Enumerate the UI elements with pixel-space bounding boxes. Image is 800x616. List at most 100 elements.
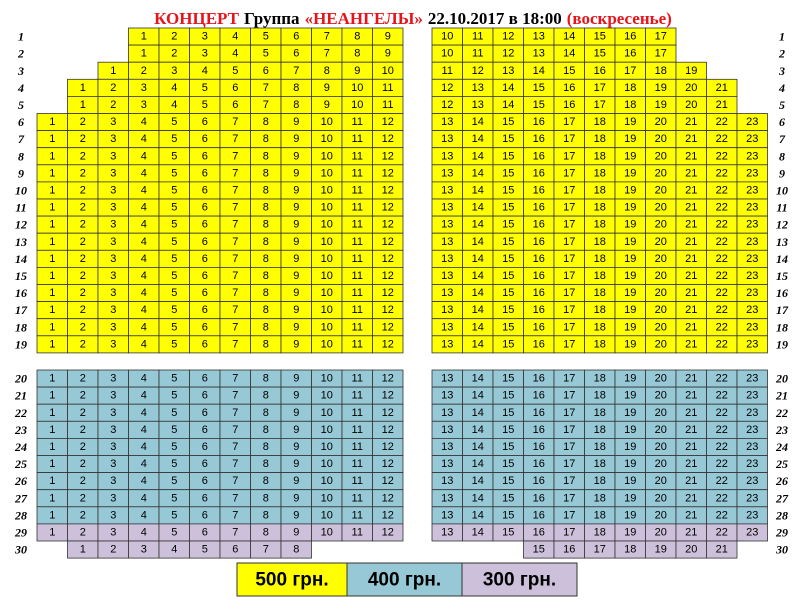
seat-number: 21 — [716, 82, 728, 94]
seat-number: 4 — [171, 99, 177, 111]
seat-number: 18 — [594, 390, 606, 402]
seat-number: 19 — [624, 116, 636, 128]
seat-number: 15 — [502, 184, 514, 196]
seat-number: 15 — [502, 458, 514, 470]
seat-number: 2 — [80, 475, 86, 487]
seat-number: 3 — [110, 390, 116, 402]
seat-number: 21 — [685, 133, 697, 145]
seat-number: 6 — [202, 167, 208, 179]
seat-number: 10 — [351, 82, 363, 94]
seat-number: 11 — [352, 150, 363, 162]
seat-number: 16 — [533, 373, 545, 385]
seat-number: 2 — [80, 492, 86, 504]
seat-number: 15 — [502, 390, 514, 402]
seat-number: 19 — [624, 287, 636, 299]
seat-number: 21 — [685, 390, 697, 402]
seat-number: 1 — [49, 236, 55, 248]
seat-number: 8 — [263, 167, 269, 179]
seat-number: 5 — [232, 65, 238, 77]
seat-number: 19 — [624, 236, 636, 248]
seat-number: 7 — [232, 509, 238, 521]
seat-number: 18 — [594, 150, 606, 162]
seat-number: 7 — [232, 184, 238, 196]
legend-label: 300 грн. — [483, 570, 556, 591]
seat-number: 5 — [171, 184, 177, 196]
seat-number: 14 — [472, 236, 484, 248]
seat-number: 16 — [533, 441, 545, 453]
seat-number: 3 — [141, 544, 147, 556]
seat-number: 13 — [441, 526, 453, 538]
seat-number: 2 — [80, 526, 86, 538]
seat-number: 7 — [232, 458, 238, 470]
seat-number: 8 — [263, 236, 269, 248]
seat-number: 12 — [382, 287, 394, 299]
seat-number: 8 — [263, 424, 269, 436]
seat-number: 10 — [351, 99, 363, 111]
seat-number: 8 — [263, 321, 269, 333]
seat-number: 18 — [594, 373, 606, 385]
seat-number: 11 — [382, 99, 393, 111]
seat-number: 2 — [110, 544, 116, 556]
seat-number: 11 — [352, 338, 363, 350]
seat-number: 20 — [655, 338, 667, 350]
seat-number: 11 — [352, 202, 363, 214]
seat-number: 21 — [716, 99, 728, 111]
seat-number: 23 — [746, 270, 758, 282]
seat-number: 20 — [655, 270, 667, 282]
seat-number: 8 — [293, 99, 299, 111]
row-label: 8 — [779, 149, 785, 163]
seat-number: 5 — [171, 219, 177, 231]
seat-number: 6 — [202, 116, 208, 128]
row-label: 28 — [14, 508, 27, 522]
seat-number: 21 — [685, 236, 697, 248]
seat-number: 14 — [472, 526, 484, 538]
seat-number: 17 — [594, 99, 606, 111]
seat-number: 20 — [655, 304, 667, 316]
seat-number: 6 — [202, 270, 208, 282]
seat-number: 1 — [49, 373, 55, 385]
seat-number: 9 — [293, 184, 299, 196]
seat-number: 4 — [141, 475, 147, 487]
seat-number: 14 — [472, 304, 484, 316]
seat-number: 10 — [321, 219, 333, 231]
title-part: «НЕАНГЕЛЫ» — [305, 9, 423, 28]
seat-number: 1 — [49, 253, 55, 265]
seat-cell — [706, 540, 738, 559]
seat-number: 19 — [624, 133, 636, 145]
seat-number: 8 — [263, 458, 269, 470]
row-label: 9 — [779, 166, 785, 180]
seat-number: 13 — [441, 253, 453, 265]
seat-number: 3 — [110, 133, 116, 145]
seat-number: 9 — [293, 509, 299, 521]
seat-number: 6 — [232, 544, 238, 556]
seat-number: 21 — [685, 338, 697, 350]
seat-number: 11 — [382, 82, 393, 94]
row-label: 16 — [15, 286, 27, 300]
legend-label: 500 грн. — [255, 570, 328, 591]
seat-number: 13 — [441, 116, 453, 128]
seat-number: 6 — [202, 321, 208, 333]
seat-number: 9 — [293, 270, 299, 282]
seat-number: 10 — [321, 407, 333, 419]
seat-number: 6 — [202, 150, 208, 162]
seat-number: 16 — [563, 82, 575, 94]
seat-number: 5 — [171, 202, 177, 214]
row-label: 5 — [779, 98, 785, 112]
seat-number: 12 — [382, 509, 394, 521]
seat-number: 1 — [49, 184, 55, 196]
seat-number: 21 — [685, 509, 697, 521]
seat-number: 3 — [110, 150, 116, 162]
seat-number: 5 — [202, 544, 208, 556]
seat-number: 19 — [624, 441, 636, 453]
seat-number: 2 — [80, 304, 86, 316]
seat-number: 12 — [382, 475, 394, 487]
seat-number: 5 — [171, 492, 177, 504]
seat-number: 1 — [49, 424, 55, 436]
seat-number: 19 — [624, 373, 636, 385]
seat-number: 8 — [263, 492, 269, 504]
seat-number: 15 — [563, 65, 575, 77]
seat-number: 13 — [533, 31, 545, 43]
legend-box — [461, 562, 578, 597]
row-label: 5 — [18, 98, 24, 112]
seat-number: 9 — [293, 150, 299, 162]
